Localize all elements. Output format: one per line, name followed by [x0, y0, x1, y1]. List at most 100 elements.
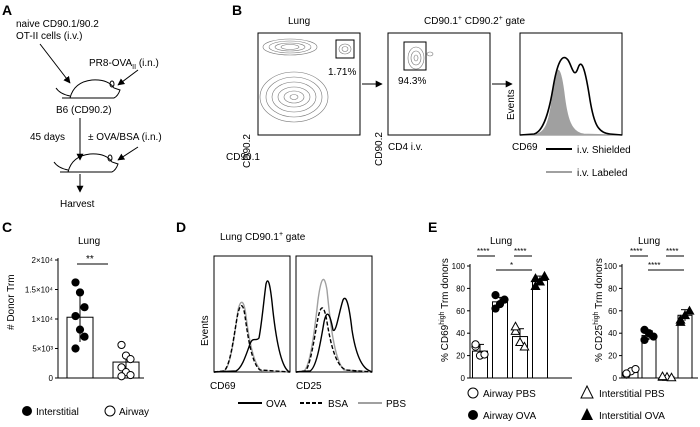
- data-point: [117, 372, 126, 381]
- e2-signif-b: ****: [666, 247, 678, 256]
- plot3-ylabel: Events: [506, 89, 517, 120]
- data-point: [631, 364, 640, 374]
- data-point: [657, 371, 668, 381]
- cd25-ova-curve: [295, 297, 373, 373]
- e-title2: Lung: [638, 236, 660, 247]
- histogram-shielded: [519, 56, 623, 136]
- e-title1: Lung: [490, 236, 512, 247]
- panel-c: C Lung # Donor Trm 0 5×10³ 1×10⁴ 1.5×10⁴ 2×1…: [2, 219, 149, 418]
- mouse-icon: [53, 153, 119, 173]
- e2-signif-c: ****: [648, 261, 660, 270]
- data-point: [71, 311, 80, 321]
- cd69-bsa-curve: [213, 305, 291, 373]
- legend-interstitial-ova: Interstitial OVA: [599, 411, 665, 422]
- bar: [492, 301, 508, 379]
- y-tick-label: 1.5×10⁴: [25, 286, 54, 295]
- data-point: [510, 325, 521, 335]
- bar-chart-cd25high: 0 20 40 60 80 100: [604, 262, 698, 383]
- y-tick-label: 20: [456, 352, 465, 361]
- e-ylabel2: % CD25high Trm donors: [593, 258, 605, 362]
- data-point: [75, 325, 85, 334]
- e-ylabel1: % CD69high Trm donors: [439, 258, 451, 362]
- d-title: Lung CD90.1+ gate: [220, 231, 306, 243]
- panel-letter-c: C: [2, 219, 12, 235]
- cd69-ova-curve: [213, 280, 291, 373]
- gate-pct-shielded: 94.3%: [398, 76, 426, 87]
- legend-marker-interstitial-pbs: [580, 384, 594, 399]
- infection-label: PR8-OVAII (i.n.): [89, 58, 159, 71]
- naive-cells-line1: naive CD90.1/90.2: [16, 19, 99, 30]
- y-tick-label: 2×10⁴: [32, 256, 54, 265]
- legend-interstitial-pbs: Interstitial PBS: [599, 389, 665, 400]
- e2-signif-a: ****: [630, 247, 642, 256]
- y-tick-label: 20: [608, 352, 617, 361]
- y-tick-label: 5×10³: [32, 345, 53, 354]
- data-point: [530, 273, 541, 283]
- data-point: [684, 305, 695, 315]
- data-point: [519, 341, 530, 351]
- panel-a: A naive CD90.1/90.2 OT-II cells (i.v.) P…: [2, 2, 162, 210]
- data-point: [514, 336, 526, 347]
- data-point: [126, 355, 135, 364]
- contour-population-top: [262, 38, 318, 56]
- arrow-challenge: [117, 146, 139, 161]
- data-point: [679, 310, 691, 320]
- gate-donor: [335, 39, 355, 59]
- flow-histogram-cd69: Events CD69 i.v. Shielded i.v. Labeled: [506, 32, 631, 179]
- days-label: 45 days: [30, 132, 65, 143]
- legend-airway-ova: Airway OVA: [483, 411, 536, 422]
- flow-plot-cd90: 1.71% CD90.2 CD90.1: [226, 32, 361, 168]
- plot1-ylabel: CD90.2: [242, 134, 253, 168]
- legend-marker-interstitial-ova: [581, 408, 593, 420]
- y-tick-label: 60: [456, 307, 465, 316]
- data-point: [80, 332, 89, 341]
- panel-letter-a: A: [2, 2, 12, 18]
- y-tick-label: 60: [608, 307, 617, 316]
- harvest-label: Harvest: [60, 199, 95, 210]
- panel-letter-e: E: [428, 219, 437, 235]
- legend-marker-airway: [104, 405, 116, 417]
- d-xlabel-cd69: CD69: [210, 381, 236, 392]
- bar: [532, 280, 548, 379]
- legend-shielded: i.v. Shielded: [577, 145, 631, 156]
- c-ylabel: # Donor Trm: [6, 274, 17, 330]
- data-point: [622, 369, 631, 378]
- e1-signif-a: ****: [477, 247, 489, 256]
- cd25-pbs-curve: [295, 278, 373, 373]
- data-point: [539, 270, 550, 280]
- cd25-bsa-curve: [295, 307, 373, 373]
- data-point: [75, 288, 85, 297]
- data-point: [530, 280, 541, 291]
- e1-signif-b: ****: [514, 247, 526, 256]
- legend-labeled: i.v. Labeled: [577, 168, 627, 179]
- data-point: [649, 332, 658, 341]
- histogram-cd25: CD25: [295, 255, 373, 392]
- gate-shielded: [403, 41, 427, 71]
- legend-marker-airway-pbs: [467, 387, 479, 399]
- y-tick-label: 80: [456, 284, 465, 293]
- y-tick-label: 1×10⁴: [32, 315, 54, 324]
- contour-population-main: [259, 71, 329, 123]
- flow-plot-cd4iv: 94.3% CD90.2 CD4 i.v.: [374, 32, 491, 166]
- data-point: [491, 291, 500, 300]
- panel-letter-d: D: [176, 219, 186, 235]
- data-point: [666, 372, 677, 382]
- data-point: [126, 370, 135, 380]
- legend-ova: OVA: [266, 399, 287, 410]
- c-signif: **: [86, 254, 94, 265]
- legend-airway: Airway: [119, 407, 149, 418]
- plot2-ylabel: CD90.2: [374, 132, 385, 166]
- legend-marker-interstitial: [22, 406, 32, 416]
- data-point: [71, 278, 80, 287]
- plot1-xlabel: CD90.1: [226, 152, 260, 163]
- data-point: [480, 350, 489, 359]
- data-point: [640, 335, 649, 345]
- bar-chart-cd69high: 0 20 40 60 80 100: [452, 262, 572, 383]
- data-point: [80, 303, 89, 312]
- legend-bsa: BSA: [328, 399, 348, 410]
- histogram-cd69: Events CD69: [200, 255, 291, 392]
- y-tick-label: 80: [608, 284, 617, 293]
- panel-e: E Lung Lung % CD69high Trm donors % CD25…: [428, 219, 698, 422]
- histogram-labeled: [519, 69, 623, 136]
